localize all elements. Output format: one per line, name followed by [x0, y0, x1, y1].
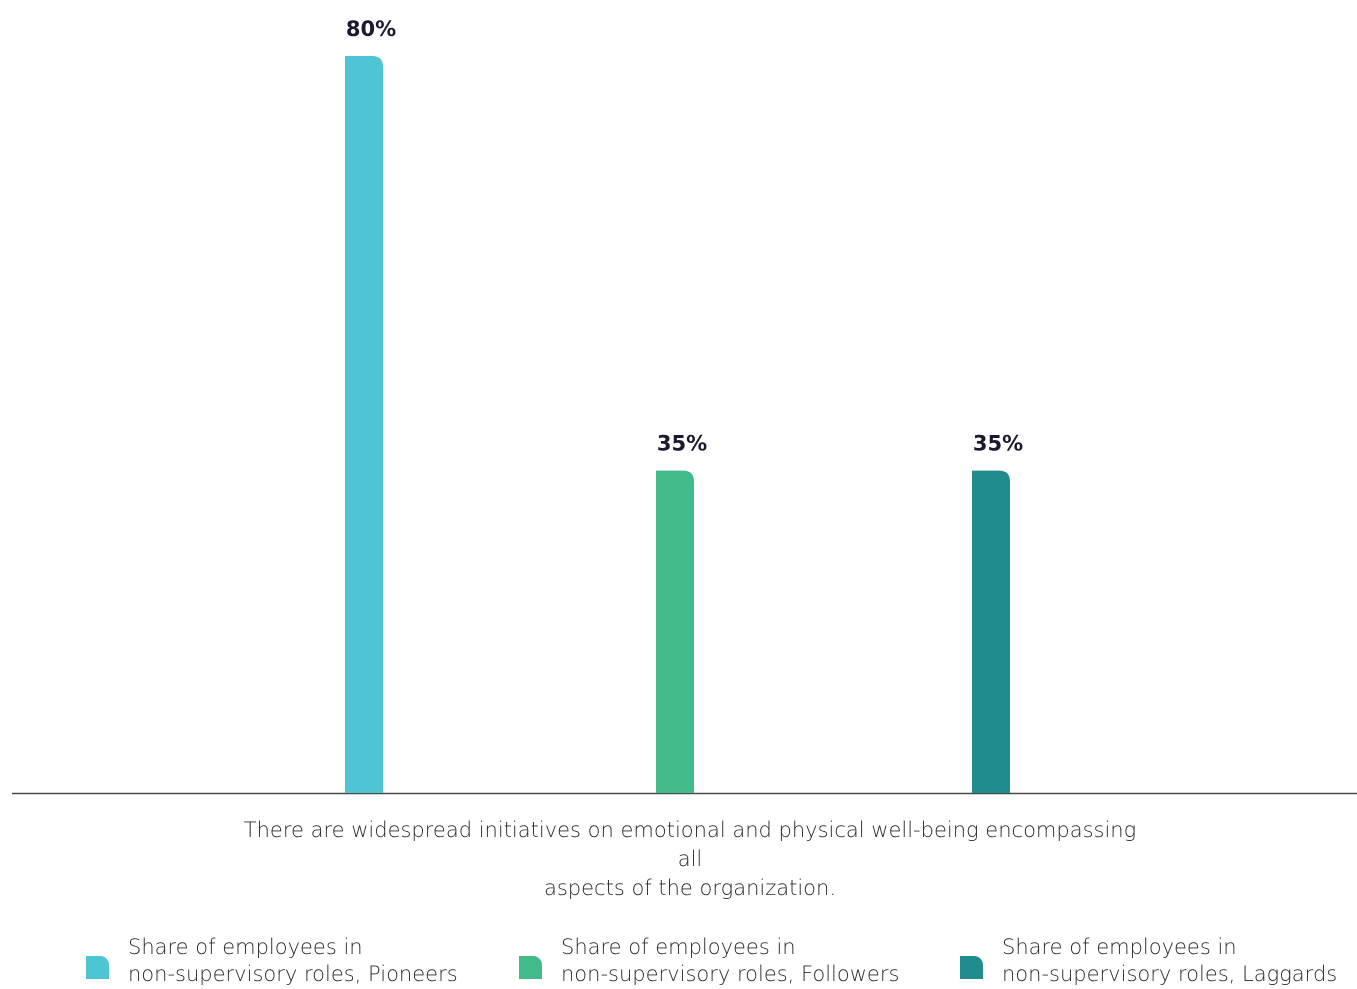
category-label-line-1: There are widespread initiatives on emot…: [243, 818, 1137, 871]
legend-item-followers[interactable]: Share of employees in non-supervisory ro…: [519, 934, 899, 988]
legend-label-pioneers: Share of employees in non-supervisory ro…: [128, 934, 458, 988]
legend-label-followers: Share of employees in non-supervisory ro…: [561, 934, 899, 988]
legend-label-followers-line-2: non-supervisory roles, Followers: [561, 962, 900, 986]
bar-1[interactable]: [345, 56, 383, 793]
data-label-2: 35%: [657, 432, 707, 456]
chart-plot-area: 80% 35% 35%: [12, 17, 1357, 795]
legend-label-pioneers-line-1: Share of employees in: [128, 935, 363, 959]
legend-label-pioneers-line-2: non-supervisory roles, Pioneers: [128, 962, 458, 986]
data-label-3: 35%: [973, 432, 1023, 456]
legend-swatch-followers: [519, 956, 542, 979]
legend-swatch-pioneers: [86, 956, 109, 979]
legend-label-laggards-line-2: non-supervisory roles, Laggards: [1002, 962, 1338, 986]
legend-label-laggards: Share of employees in non-supervisory ro…: [1002, 934, 1337, 988]
legend-swatch-laggards: [960, 956, 983, 979]
legend-item-pioneers[interactable]: Share of employees in non-supervisory ro…: [86, 934, 458, 988]
legend-label-laggards-line-1: Share of employees in: [1002, 935, 1237, 959]
category-label: There are widespread initiatives on emot…: [230, 816, 1150, 903]
legend: Share of employees in non-supervisory ro…: [0, 934, 1357, 989]
legend-item-laggards[interactable]: Share of employees in non-supervisory ro…: [960, 934, 1337, 988]
category-label-line-2: aspects of the organization.: [543, 876, 837, 900]
bar-3[interactable]: [972, 470, 1010, 793]
data-label-1: 80%: [346, 17, 396, 41]
bar-2[interactable]: [656, 470, 694, 793]
legend-label-followers-line-1: Share of employees in: [561, 935, 796, 959]
